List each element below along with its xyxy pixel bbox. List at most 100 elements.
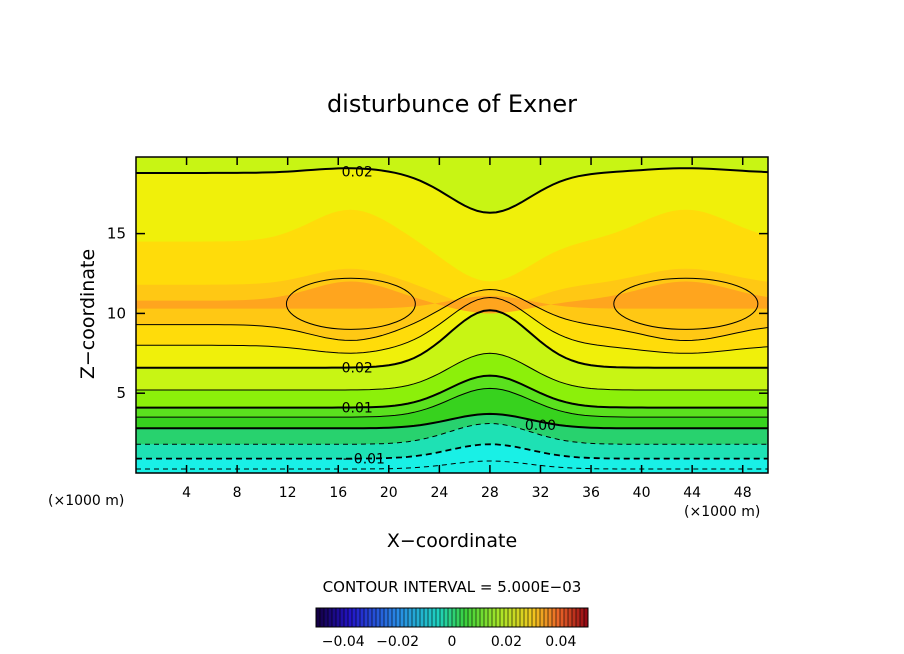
colorbar-cell-33: [448, 608, 452, 627]
y-tick-label-5: 5: [116, 384, 126, 402]
colorbar-cell-41: [480, 608, 484, 627]
colorbar-cell-48: [508, 608, 512, 627]
colorbar-cell-54: [532, 608, 536, 627]
y-tick-label-10: 10: [107, 304, 126, 322]
y-axis-label: Z−coordinate: [77, 249, 99, 379]
colorbar-cell-8: [348, 608, 352, 627]
colorbar-cell-4: [332, 608, 336, 627]
colorbar-cell-2: [324, 608, 328, 627]
x-tick-label-32: 32: [532, 485, 550, 501]
contour-line-0.02: [136, 309, 768, 369]
x-axis-ticks: 4 8 12 16 20 24 28 32 36 40 44 48: [182, 157, 752, 501]
colorbar-tick-label-2: 0: [448, 634, 457, 650]
colorbar-cell-28: [428, 608, 432, 627]
colorbar-cell-67: [584, 608, 588, 627]
colorbar-cell-47: [504, 608, 508, 627]
colorbar-cell-56: [540, 608, 544, 627]
colorbar-cell-36: [460, 608, 464, 627]
x-tick-label-48: 48: [734, 485, 752, 501]
contour-line-0: [136, 412, 768, 430]
x-tick-label-8: 8: [233, 485, 242, 501]
colorbar-cell-20: [396, 608, 400, 627]
colorbar-cell-43: [488, 608, 492, 627]
filled-contour-bands: [136, 157, 768, 473]
x-unit-right: (×1000 m): [684, 504, 760, 520]
colorbar-cell-6: [340, 608, 344, 627]
colorbar-cell-21: [400, 608, 404, 627]
contour-line-0.015: [136, 352, 768, 391]
colorbar-cell-45: [496, 608, 500, 627]
colorbar-cell-50: [516, 608, 520, 627]
colorbar-cell-32: [444, 608, 448, 627]
colorbar-cell-42: [484, 608, 488, 627]
x-tick-label-36: 36: [582, 485, 600, 501]
colorbar-cell-16: [380, 608, 384, 627]
colorbar-cell-19: [392, 608, 396, 627]
x-tick-label-16: 16: [329, 485, 347, 501]
colorbar: [315, 608, 588, 627]
colorbar-cell-55: [536, 608, 540, 627]
colorbar-cell-27: [424, 608, 428, 627]
x-tick-label-20: 20: [380, 485, 398, 501]
contour-lines: [136, 167, 768, 470]
contour-line-0.005: [136, 387, 768, 418]
colorbar-cell-65: [576, 608, 580, 627]
contour-line--0.015: [136, 460, 768, 470]
colorbar-cell-63: [568, 608, 572, 627]
colorbar-cell-35: [456, 608, 460, 627]
contour-labels: 0.02 0.02 0.01 0.00 −0.01: [342, 164, 556, 468]
colorbar-cell-22: [404, 608, 408, 627]
contour-line-0.03: [136, 288, 768, 342]
colorbar-tick-label-4: 0.04: [545, 634, 576, 650]
contour-label-1: 0.02: [342, 361, 373, 377]
contour-label-2: 0.01: [342, 401, 373, 417]
colorbar-cell-26: [420, 608, 424, 627]
colorbar-frame: [315, 607, 589, 628]
colorbar-cell-39: [472, 608, 476, 627]
colorbar-cell-14: [372, 608, 376, 627]
x-tick-label-12: 12: [279, 485, 297, 501]
colorbar-cell-53: [528, 608, 532, 627]
colorbar-tick-labels: −0.04 −0.02 0 0.02 0.04: [322, 634, 577, 650]
colorbar-cell-30: [436, 608, 440, 627]
colorbar-cell-34: [452, 608, 456, 627]
contour-interval-text: CONTOUR INTERVAL = 5.000E−03: [323, 578, 582, 596]
colorbar-cell-18: [388, 608, 392, 627]
x-tick-label-28: 28: [481, 485, 499, 501]
x-tick-label-44: 44: [683, 485, 701, 501]
colorbar-cell-23: [408, 608, 412, 627]
x-unit-left: (×1000 m): [48, 493, 124, 509]
colorbar-cell-9: [352, 608, 356, 627]
plot-frame: [135, 156, 769, 474]
contour-label-4: −0.01: [342, 452, 385, 468]
colorbar-cell-31: [440, 608, 444, 627]
colorbar-cell-17: [384, 608, 388, 627]
colorbar-cell-52: [524, 608, 528, 627]
colorbar-cell-12: [364, 608, 368, 627]
contour-label-3: 0.00: [525, 418, 556, 434]
x-tick-label-24: 24: [430, 485, 448, 501]
contour-label-0: 0.02: [342, 164, 373, 180]
colorbar-cell-62: [564, 608, 568, 627]
colorbar-cell-25: [416, 608, 420, 627]
colorbar-cell-29: [432, 608, 436, 627]
colorbar-tick-label-1: −0.02: [376, 634, 419, 650]
colorbar-cell-3: [328, 608, 332, 627]
colorbar-cell-24: [412, 608, 416, 627]
x-axis-label: X−coordinate: [387, 530, 517, 552]
contour-line-0.02-top: [136, 167, 768, 214]
contour-loop-0: [285, 277, 416, 330]
colorbar-cell-37: [464, 608, 468, 627]
colorbar-cell-7: [344, 608, 348, 627]
colorbar-cell-38: [468, 608, 472, 627]
colorbar-cell-10: [356, 608, 360, 627]
contour-line--0.01: [136, 443, 768, 460]
x-tick-label-40: 40: [633, 485, 651, 501]
contour-loop-1: [613, 277, 759, 330]
colorbar-cell-58: [548, 608, 552, 627]
x-tick-label-4: 4: [182, 485, 191, 501]
colorbar-cell-0: [316, 608, 320, 627]
colorbar-cell-5: [336, 608, 340, 627]
colorbar-cell-13: [368, 608, 372, 627]
